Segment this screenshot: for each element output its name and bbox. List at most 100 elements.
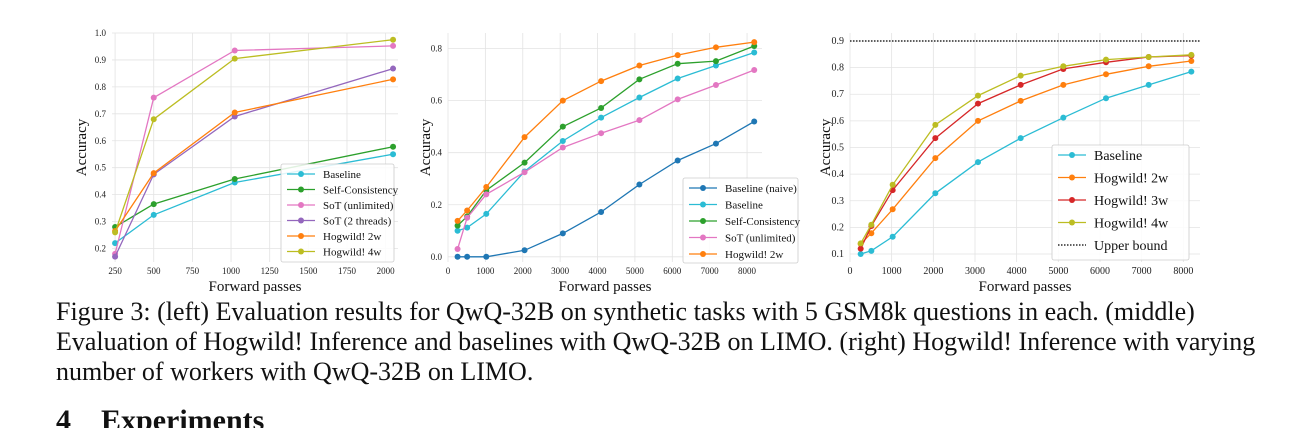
legend-label: Upper bound — [1094, 239, 1168, 254]
y-tick-label: 0.9 — [95, 55, 107, 65]
legend-marker — [700, 185, 706, 191]
data-point — [674, 52, 681, 59]
data-point — [636, 181, 643, 188]
legend-box — [1051, 144, 1190, 261]
data-point — [868, 221, 875, 228]
legend-label: Hogwild! 2w — [323, 231, 381, 243]
data-point — [636, 117, 643, 124]
x-tick-label: 250 — [108, 266, 122, 276]
legend-marker — [700, 201, 706, 208]
y-tick-label: 0.6 — [95, 136, 107, 146]
y-tick-label: 0.3 — [832, 196, 845, 207]
x-tick-label: 3000 — [965, 266, 985, 277]
y-tick-label: 0.7 — [95, 109, 107, 119]
x-tick-label: 1000 — [476, 266, 495, 276]
x-tick-label: 1250 — [261, 266, 280, 276]
y-tick-label: 0.2 — [431, 200, 442, 210]
legend-label: Baseline (naive) — [725, 183, 797, 195]
data-point — [1145, 81, 1152, 88]
legend-marker — [1069, 174, 1075, 181]
x-tick-label: 0 — [446, 266, 451, 276]
y-tick-label: 0.7 — [832, 89, 845, 100]
data-point — [231, 55, 238, 62]
data-point — [521, 159, 528, 166]
data-point — [857, 240, 864, 247]
data-point — [868, 230, 875, 237]
x-tick-label: 2000 — [923, 266, 943, 277]
data-point — [390, 76, 397, 83]
data-point — [1103, 56, 1109, 63]
data-point — [1017, 97, 1024, 104]
data-point — [712, 44, 719, 51]
data-point — [390, 143, 397, 150]
x-tick-label: 7000 — [1132, 266, 1152, 277]
legend-box — [280, 163, 395, 263]
series-line — [457, 120, 755, 258]
legend-label: Baseline — [1094, 149, 1142, 164]
y-tick-label: 0.2 — [832, 222, 845, 233]
data-point — [674, 157, 681, 164]
section-heading: 4 Experiments — [56, 404, 265, 428]
data-point — [1060, 81, 1067, 88]
data-point — [454, 245, 461, 252]
series-line — [114, 39, 394, 233]
data-point — [483, 191, 490, 198]
data-point — [112, 229, 119, 236]
data-point — [674, 60, 681, 67]
data-point — [1188, 68, 1195, 75]
data-point — [598, 209, 605, 216]
data-point — [975, 117, 981, 124]
x-tick-label: 1000 — [222, 266, 241, 276]
legend-marker — [298, 171, 304, 177]
y-tick-label: 0.5 — [95, 163, 107, 173]
data-point — [454, 217, 461, 224]
y-tick-label: 0.3 — [95, 217, 107, 227]
data-point — [521, 169, 528, 176]
data-point — [559, 97, 566, 104]
data-point — [112, 240, 119, 247]
y-tick-label: 0.1 — [832, 249, 845, 260]
data-point — [975, 92, 981, 99]
x-tick-label: 8000 — [738, 266, 757, 276]
y-axis-label: Accuracy — [818, 118, 834, 176]
legend-marker — [700, 251, 706, 257]
data-point — [751, 49, 758, 56]
legend-label: Baseline — [323, 169, 361, 181]
x-tick-label: 2000 — [514, 266, 533, 276]
data-point — [932, 190, 939, 197]
y-tick-label: 0.6 — [832, 116, 845, 127]
data-point — [390, 36, 397, 43]
data-point — [483, 210, 490, 217]
data-point — [636, 62, 643, 69]
y-tick-label: 1.0 — [95, 28, 107, 38]
y-axis-label: Accuracy — [418, 118, 434, 176]
data-point — [598, 78, 605, 85]
x-tick-label: 3000 — [551, 266, 570, 276]
x-tick-label: 4000 — [1007, 266, 1027, 277]
series-line — [114, 67, 394, 257]
data-point — [932, 155, 939, 162]
x-tick-label: 1750 — [338, 266, 357, 276]
data-point — [857, 245, 864, 252]
x-tick-label: 6000 — [663, 266, 682, 276]
legend-marker — [298, 202, 304, 208]
x-axis-label: Forward passes — [209, 279, 302, 295]
x-tick-label: 5000 — [1048, 266, 1068, 277]
legend-label: SoT (unlimited) — [725, 232, 796, 244]
data-point — [150, 201, 157, 208]
legend-marker — [1069, 219, 1075, 226]
data-point — [1103, 71, 1109, 78]
data-point — [975, 159, 981, 166]
data-point — [454, 222, 461, 229]
series-line — [860, 60, 1192, 245]
series-line — [860, 70, 1192, 255]
y-axis-label: Accuracy — [74, 118, 90, 176]
data-point — [483, 253, 490, 260]
y-tick-label: 0.4 — [832, 169, 845, 180]
x-axis-label: Forward passes — [979, 279, 1072, 295]
data-point — [1017, 81, 1024, 88]
data-point — [150, 116, 157, 123]
legend-marker — [298, 186, 304, 193]
legend-label: Hogwild! 2w — [1094, 171, 1169, 186]
x-tick-label: 0 — [848, 266, 853, 277]
